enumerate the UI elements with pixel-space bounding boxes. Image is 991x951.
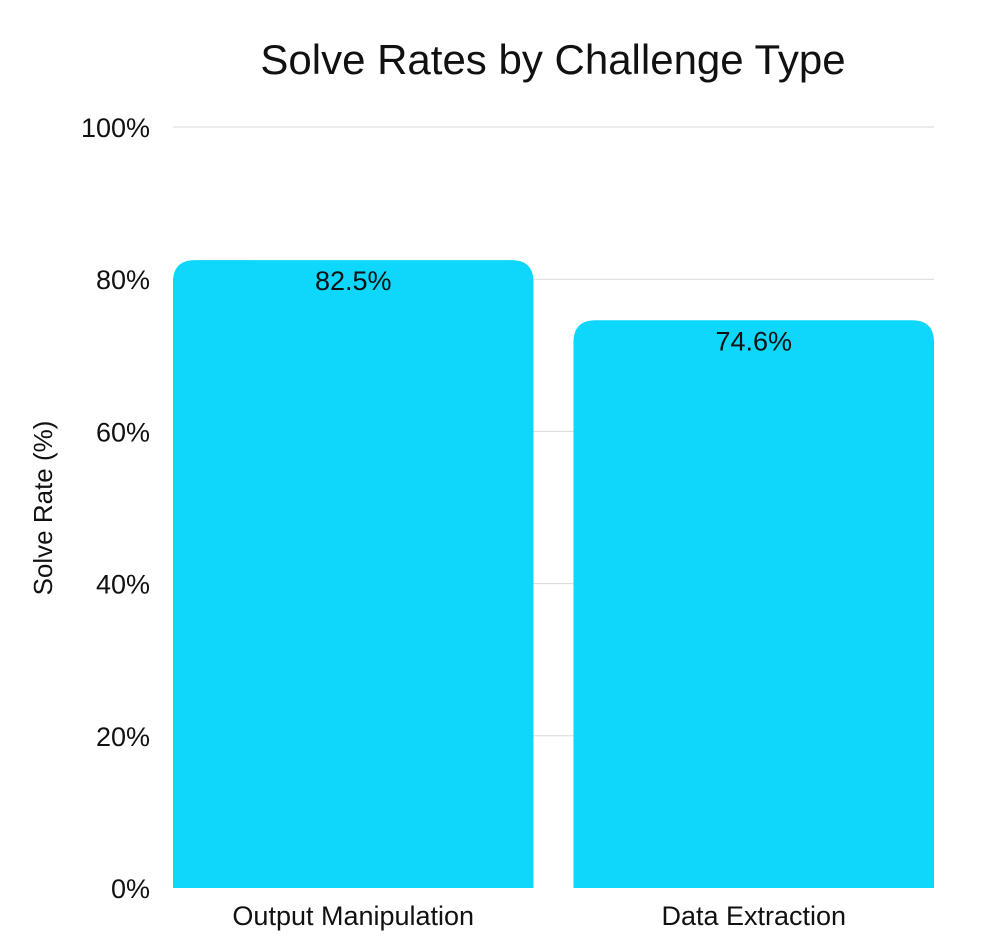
- bar-value-label: 82.5%: [315, 266, 392, 296]
- x-tick-label: Output Manipulation: [232, 901, 474, 931]
- y-tick-label: 80%: [96, 265, 150, 295]
- bar: [173, 260, 534, 888]
- y-tick-label: 20%: [96, 722, 150, 752]
- y-tick-label: 0%: [111, 874, 150, 904]
- bar: [573, 320, 934, 888]
- bar-value-label: 74.6%: [715, 326, 792, 356]
- y-tick-label: 60%: [96, 417, 150, 447]
- y-tick-label: 40%: [96, 570, 150, 600]
- labels: 0% 20% 40% 60% 80% 100% 82.5% Output Manipulati…: [81, 113, 846, 931]
- x-tick-label: Data Extraction: [661, 901, 846, 931]
- y-axis-title: Solve Rate (%): [28, 421, 58, 596]
- chart-title: Solve Rates by Challenge Type: [260, 36, 845, 83]
- y-tick-label: 100%: [81, 113, 150, 143]
- bars: [173, 260, 934, 888]
